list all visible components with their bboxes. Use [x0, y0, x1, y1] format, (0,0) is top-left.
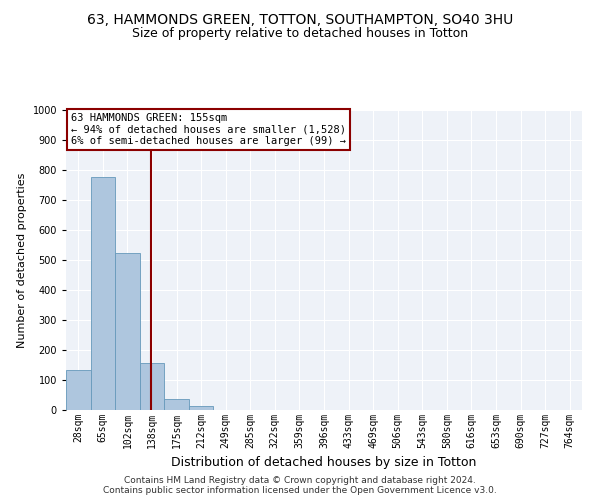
Y-axis label: Number of detached properties: Number of detached properties [17, 172, 27, 348]
Bar [164, 399, 189, 410]
Bar [189, 406, 214, 410]
Text: 63 HAMMONDS GREEN: 155sqm
← 94% of detached houses are smaller (1,528)
6% of sem: 63 HAMMONDS GREEN: 155sqm ← 94% of detac… [71, 113, 346, 146]
Text: Contains HM Land Registry data © Crown copyright and database right 2024.
Contai: Contains HM Land Registry data © Crown c… [103, 476, 497, 495]
Bar [115, 253, 140, 410]
X-axis label: Distribution of detached houses by size in Totton: Distribution of detached houses by size … [172, 456, 476, 469]
Bar [66, 370, 91, 410]
Text: 63, HAMMONDS GREEN, TOTTON, SOUTHAMPTON, SO40 3HU: 63, HAMMONDS GREEN, TOTTON, SOUTHAMPTON,… [87, 12, 513, 26]
Bar [91, 176, 115, 410]
Bar [140, 362, 164, 410]
Text: Size of property relative to detached houses in Totton: Size of property relative to detached ho… [132, 28, 468, 40]
